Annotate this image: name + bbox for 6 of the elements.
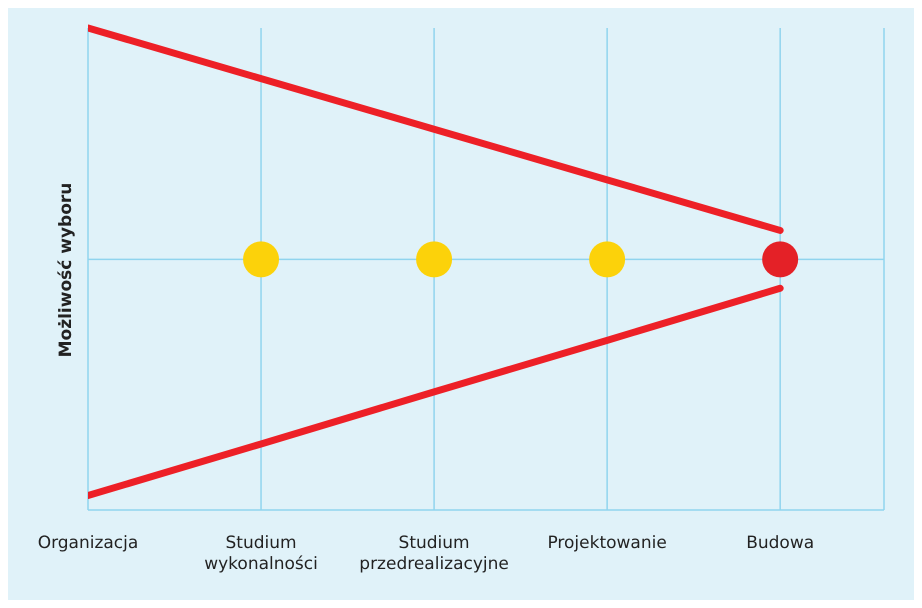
x-tick-label: Studium wykonalności [204,533,318,574]
x-tick-label: Organizacja [38,533,138,553]
y-axis-title: Możliwość wyboru [56,182,76,358]
x-tick-label: Projektowanie [547,533,667,553]
x-tick-label: Studium przedrealizacyjne [359,533,509,574]
x-tick-label: Budowa [746,533,814,553]
